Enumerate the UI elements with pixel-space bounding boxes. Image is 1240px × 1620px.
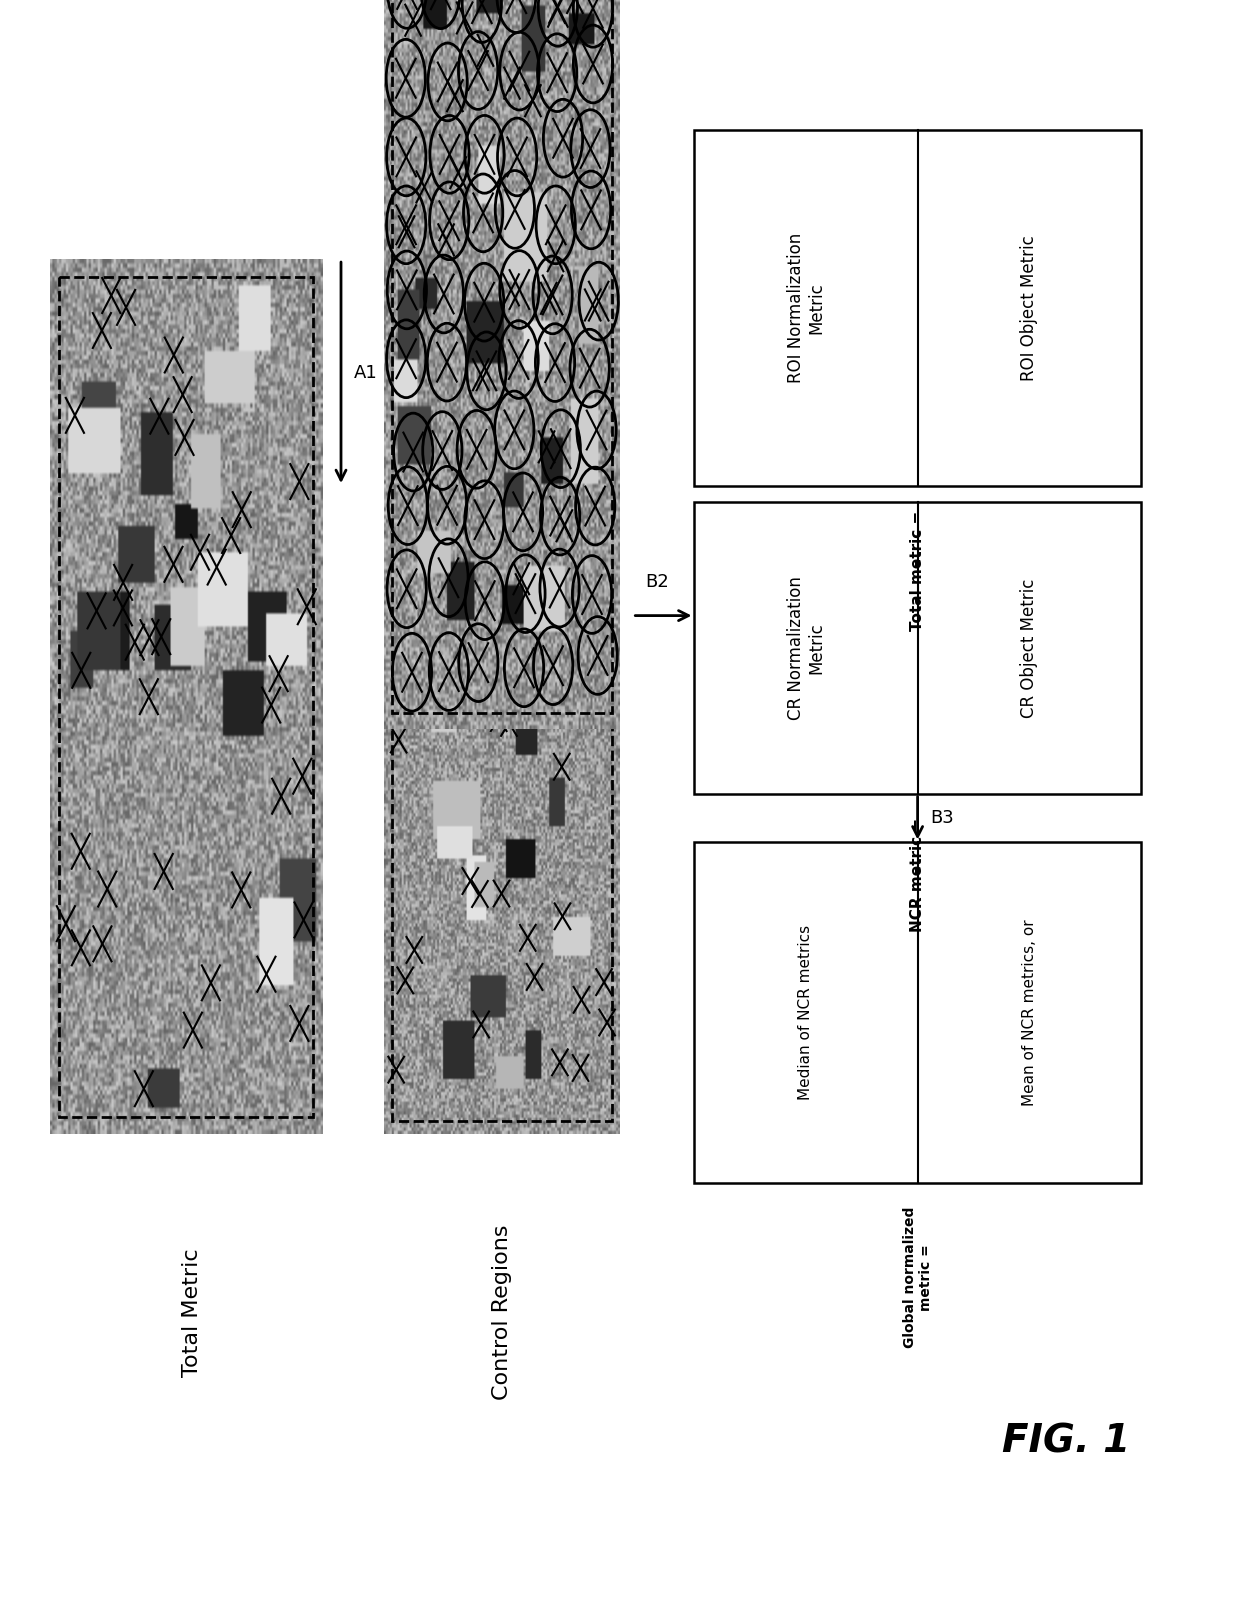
Text: A1: A1	[353, 363, 377, 382]
FancyBboxPatch shape	[694, 842, 1141, 1183]
Text: ROI Normalization
Metric: ROI Normalization Metric	[786, 233, 826, 382]
Text: ROI Object Metric: ROI Object Metric	[1021, 235, 1038, 381]
Text: CR Object Metric: CR Object Metric	[1021, 578, 1038, 718]
Text: Mean of NCR metrics, or: Mean of NCR metrics, or	[1022, 919, 1037, 1106]
Text: B2: B2	[645, 573, 670, 591]
Text: Median of NCR metrics: Median of NCR metrics	[799, 925, 813, 1100]
FancyBboxPatch shape	[694, 130, 1141, 486]
FancyBboxPatch shape	[694, 502, 1141, 794]
Text: Control Regions: Control Regions	[492, 1225, 512, 1400]
Text: B1: B1	[515, 598, 538, 617]
Text: FIG. 1: FIG. 1	[1002, 1422, 1131, 1461]
Text: Total Metric: Total Metric	[182, 1247, 202, 1377]
Text: B3: B3	[930, 808, 954, 828]
Text: Global normalized
metric =: Global normalized metric =	[903, 1207, 932, 1348]
Text: Total metric =: Total metric =	[910, 510, 925, 630]
Text: NCR metric =: NCR metric =	[910, 818, 925, 932]
Text: CR Normalization
Metric: CR Normalization Metric	[786, 577, 826, 719]
